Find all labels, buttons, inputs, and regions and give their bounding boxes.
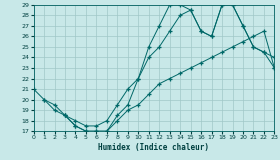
X-axis label: Humidex (Indice chaleur): Humidex (Indice chaleur) [99, 143, 209, 152]
